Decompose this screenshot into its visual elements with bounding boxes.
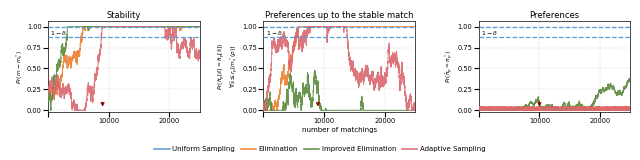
Legend: Uniform Sampling, Elimination, Improved Elimination, Adaptive Sampling: Uniform Sampling, Elimination, Improved … <box>152 143 488 155</box>
Y-axis label: $Pr(m - m_s^*)$: $Pr(m - m_s^*)$ <box>14 49 25 84</box>
Title: Preferences: Preferences <box>529 11 580 20</box>
Title: Stability: Stability <box>107 11 141 20</box>
Y-axis label: $Pr(\hat{\pi}_p = \pi_p^*)$: $Pr(\hat{\pi}_p = \pi_p^*)$ <box>444 50 456 83</box>
Text: $1-\delta$: $1-\delta$ <box>481 29 499 37</box>
Y-axis label: $Pr(\hat{\pi}_p[\hat{s}]=\hat{\pi}_p[\hat{s}])$
$\forall\hat{s}\leq r_p[m_s^*(p): $Pr(\hat{\pi}_p[\hat{s}]=\hat{\pi}_p[\ha… <box>216 43 240 90</box>
Text: $1-\delta$: $1-\delta$ <box>266 29 283 37</box>
Title: Preferences up to the stable match: Preferences up to the stable match <box>265 11 413 20</box>
X-axis label: number of matchings: number of matchings <box>301 127 377 133</box>
Text: $1-\delta$: $1-\delta$ <box>51 29 68 37</box>
